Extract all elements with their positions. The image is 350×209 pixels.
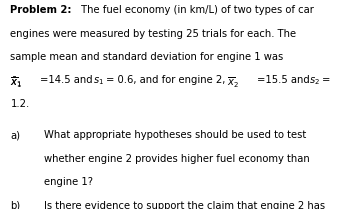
Text: $\bar{x}_1$: $\bar{x}_1$: [10, 75, 23, 89]
Text: =: =: [322, 75, 330, 85]
Text: a): a): [10, 130, 21, 140]
Text: $\overline{x}_1$: $\overline{x}_1$: [10, 75, 23, 90]
Text: $s_1$: $s_1$: [93, 75, 104, 87]
Text: Is there evidence to support the claim that engine 2 has: Is there evidence to support the claim t…: [44, 201, 325, 209]
Text: whether engine 2 provides higher fuel economy than: whether engine 2 provides higher fuel ec…: [44, 154, 309, 164]
Text: sample mean and standard deviation for engine 1 was: sample mean and standard deviation for e…: [10, 52, 284, 62]
Text: Problem 2:: Problem 2:: [10, 5, 72, 15]
Text: 1.2.: 1.2.: [10, 99, 30, 109]
Text: =15.5 and: =15.5 and: [257, 75, 313, 85]
Text: = 0.6, and for engine 2,: = 0.6, and for engine 2,: [106, 75, 229, 85]
Text: $s_2$: $s_2$: [309, 75, 320, 87]
Text: engines were measured by testing 25 trials for each. The: engines were measured by testing 25 tria…: [10, 29, 297, 39]
Text: engine 1?: engine 1?: [44, 177, 93, 187]
Text: $\overline{x}_2$: $\overline{x}_2$: [227, 75, 239, 90]
Text: =14.5 and: =14.5 and: [40, 75, 96, 85]
Text: The fuel economy (in km/L) of two types of car: The fuel economy (in km/L) of two types …: [78, 5, 314, 15]
Text: b): b): [10, 201, 21, 209]
Text: What appropriate hypotheses should be used to test: What appropriate hypotheses should be us…: [44, 130, 306, 140]
